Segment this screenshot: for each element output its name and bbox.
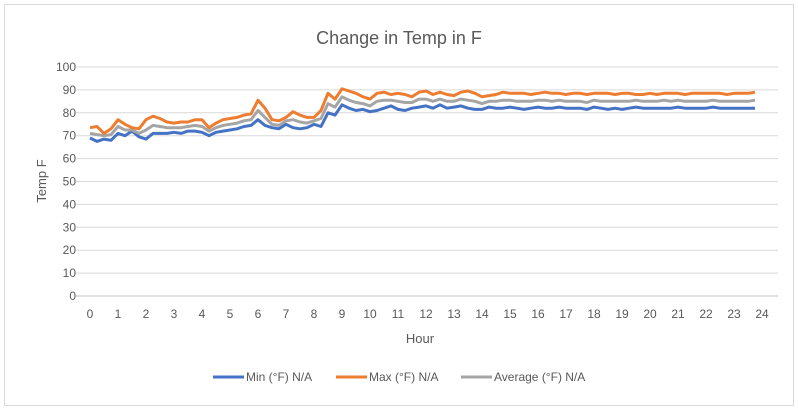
- y-tick-label: 20: [63, 243, 77, 257]
- x-tick-label: 6: [255, 307, 262, 321]
- legend-label: Min (°F) N/A: [246, 370, 312, 384]
- x-tick-label: 5: [227, 307, 234, 321]
- x-tick-label: 12: [419, 307, 433, 321]
- y-tick-label: 30: [63, 220, 77, 234]
- x-tick-label: 7: [283, 307, 290, 321]
- y-tick-label: 0: [69, 289, 76, 303]
- x-tick-label: 10: [363, 307, 377, 321]
- x-tick-label: 14: [475, 307, 489, 321]
- legend-item: Min (°F) N/A: [213, 370, 312, 384]
- x-axis-label: Hour: [406, 331, 435, 346]
- legend: Min (°F) N/A Max (°F) N/A Average (°F) N/A: [213, 370, 585, 384]
- x-tick-label: 18: [587, 307, 601, 321]
- x-tick-label: 23: [727, 307, 741, 321]
- y-tick-label: 70: [63, 129, 77, 143]
- x-tick-label: 3: [171, 307, 178, 321]
- legend-label: Average (°F) N/A: [494, 370, 585, 384]
- x-tick-label: 21: [671, 307, 685, 321]
- x-tick-label: 17: [559, 307, 573, 321]
- x-tick-label: 0: [87, 307, 94, 321]
- x-tick-label: 20: [643, 307, 657, 321]
- y-axis-label: Temp F: [34, 159, 49, 202]
- chart-title: Change in Temp in F: [316, 28, 482, 48]
- series-line-max: [89, 87, 756, 135]
- chart-border: [4, 4, 794, 406]
- x-tick-label: 19: [615, 307, 629, 321]
- series-line-min: [89, 103, 755, 143]
- x-tick-label: 8: [311, 307, 318, 321]
- x-tick-label: 13: [447, 307, 461, 321]
- legend-label: Max (°F) N/A: [369, 370, 438, 384]
- series-line-average: [89, 95, 756, 138]
- x-tick-label: 2: [143, 307, 150, 321]
- y-tick-label: 10: [63, 266, 77, 280]
- x-tick-label: 24: [755, 307, 769, 321]
- x-tick-label: 11: [392, 307, 405, 321]
- y-tick-label: 80: [63, 106, 77, 120]
- x-tick-label: 4: [199, 307, 206, 321]
- gridlines: [76, 66, 778, 297]
- y-axis-ticks: 0 10 20 30 40 50 60 70 80 90 100: [56, 60, 76, 303]
- x-tick-label: 15: [503, 307, 517, 321]
- y-tick-label: 100: [56, 60, 76, 74]
- x-tick-label: 9: [339, 307, 346, 321]
- legend-item: Max (°F) N/A: [336, 370, 438, 384]
- x-axis-ticks: 0 1 2 3 4 5 6 7 8 9 10 11 12 13 14 15 16 17 18 19 20 21 22 23 24: [87, 307, 769, 321]
- x-tick-label: 22: [699, 307, 713, 321]
- y-tick-label: 50: [63, 175, 77, 189]
- y-tick-label: 60: [63, 152, 77, 166]
- series-lines: [89, 87, 756, 143]
- legend-item: Average (°F) N/A: [461, 370, 585, 384]
- y-tick-label: 40: [63, 197, 77, 211]
- y-tick-label: 90: [63, 83, 77, 97]
- x-tick-label: 16: [531, 307, 545, 321]
- x-tick-label: 1: [115, 307, 122, 321]
